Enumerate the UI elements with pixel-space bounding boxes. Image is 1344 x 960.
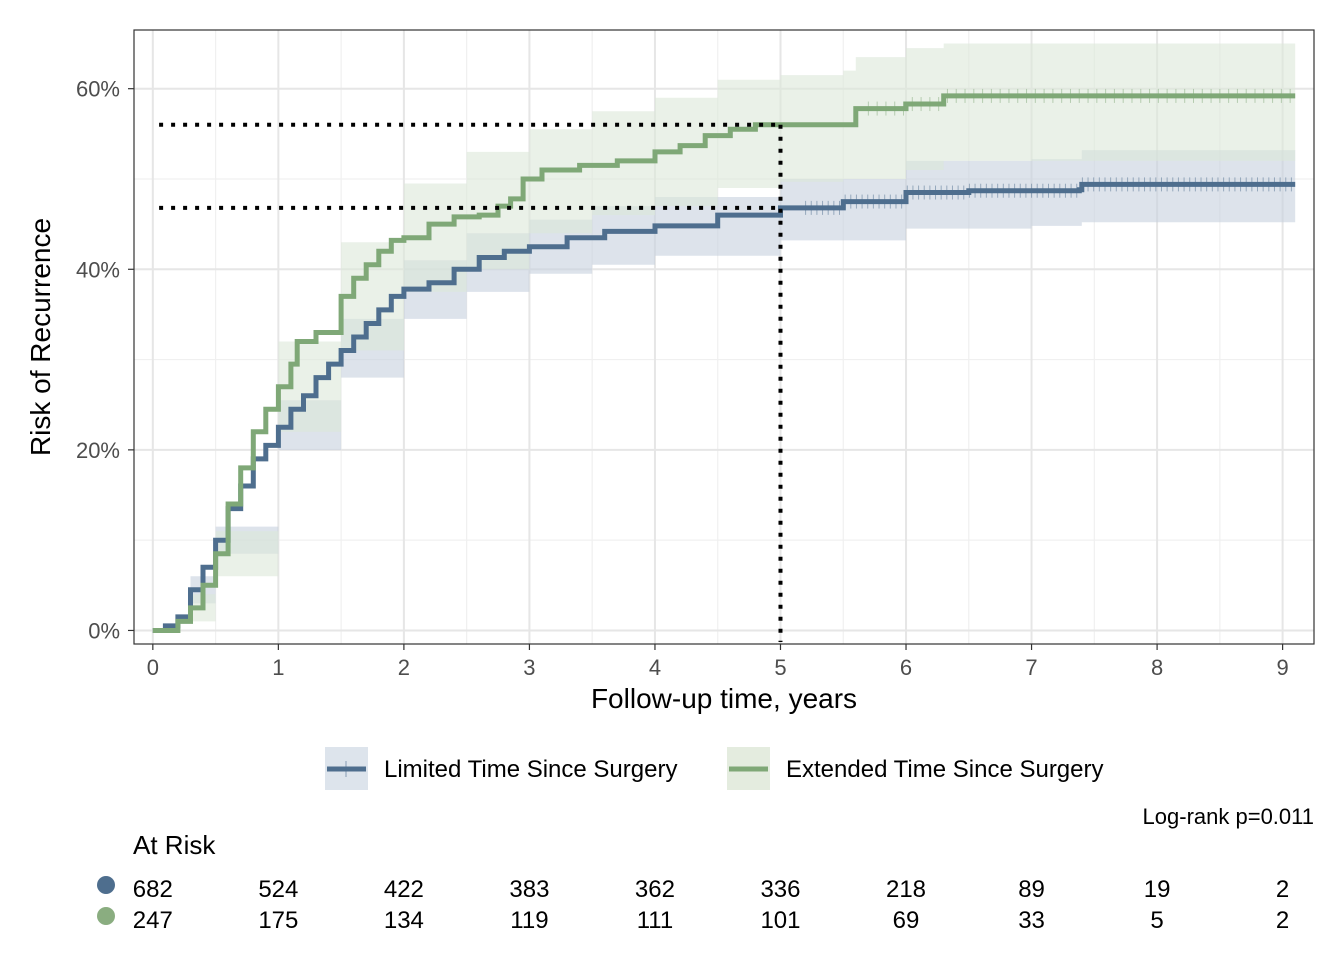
risk-row-dot-extended — [97, 907, 115, 925]
x-tick-label: 0 — [147, 655, 159, 680]
x-tick-label: 8 — [1151, 655, 1163, 680]
risk-count-extended: 111 — [637, 907, 673, 934]
risk-count-limited: 336 — [760, 876, 800, 903]
x-tick-label: 5 — [774, 655, 786, 680]
reference-lines — [159, 122, 783, 642]
risk-count-limited: 2 — [1276, 876, 1289, 903]
panel-border — [133, 29, 1315, 645]
risk-count-extended: 2 — [1276, 907, 1289, 934]
risk-count-extended: 69 — [893, 907, 920, 934]
y-tick-label: 20% — [76, 438, 120, 463]
risk-count-limited: 89 — [1018, 876, 1045, 903]
x-tick-label: 4 — [649, 655, 661, 680]
risk-count-limited: 19 — [1144, 876, 1171, 903]
x-tick-label: 7 — [1025, 655, 1037, 680]
curve-extended — [152, 93, 1296, 633]
risk-table-title: At Risk — [133, 830, 216, 860]
x-tick-label: 1 — [272, 655, 284, 680]
risk-row-dot-limited — [97, 876, 115, 894]
risk-count-extended: 101 — [760, 907, 800, 934]
legend-item-extended: Extended Time Since Surgery — [727, 747, 1104, 790]
y-tick-label: 0% — [88, 618, 120, 643]
y-tick-label: 40% — [76, 257, 120, 282]
legend-item-limited: Limited Time Since Surgery — [325, 747, 677, 790]
y-axis-title: Risk of Recurrence — [25, 218, 56, 456]
risk-count-extended: 247 — [133, 907, 173, 934]
logrank-pvalue: Log-rank p=0.011 — [1143, 804, 1314, 829]
risk-count-limited: 218 — [886, 876, 926, 903]
risk-count-extended: 33 — [1018, 907, 1045, 934]
risk-count-extended: 119 — [510, 907, 548, 934]
x-tick-label: 6 — [900, 655, 912, 680]
x-tick-label: 9 — [1276, 655, 1288, 680]
risk-count-extended: 175 — [258, 907, 298, 934]
risk-count-extended: 134 — [384, 907, 424, 934]
risk-count-limited: 422 — [384, 876, 424, 903]
x-tick-label: 3 — [523, 655, 535, 680]
curves — [152, 93, 1296, 633]
x-tick-label: 2 — [398, 655, 410, 680]
x-axis-ticks: 0 1 2 3 4 5 6 7 8 9 — [147, 644, 1289, 680]
risk-count-limited: 383 — [509, 876, 549, 903]
y-axis-ticks: 0% 20% 40% 60% — [76, 77, 134, 643]
risk-count-limited: 524 — [258, 876, 298, 903]
legend: Limited Time Since Surgery Extended Time… — [325, 747, 1104, 790]
risk-count-limited: 682 — [133, 876, 173, 903]
risk-count-extended: 5 — [1150, 907, 1163, 934]
x-axis-title: Follow-up time, years — [591, 683, 857, 714]
risk-count-limited: 362 — [635, 876, 675, 903]
censor-marks — [805, 88, 1292, 215]
confidence-band-extended — [152, 43, 1296, 631]
legend-label-limited: Limited Time Since Surgery — [384, 756, 677, 783]
confidence-bands — [152, 43, 1296, 631]
legend-label-extended: Extended Time Since Surgery — [786, 756, 1104, 783]
y-tick-label: 60% — [76, 77, 120, 102]
risk-table: 682 524 422 383 362 336 218 89 19 2 247 175 134 119 11… — [133, 876, 1289, 934]
